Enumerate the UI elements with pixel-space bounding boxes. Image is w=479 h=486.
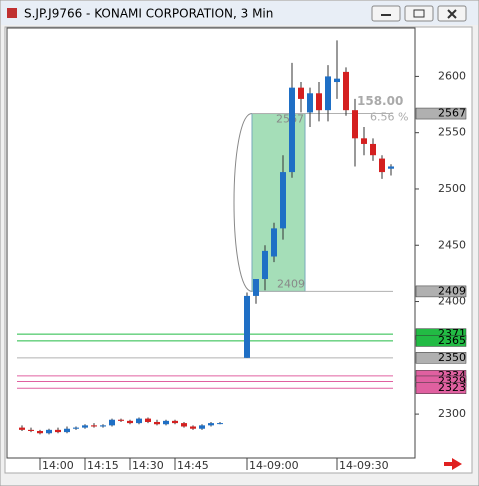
level-box	[415, 285, 467, 298]
candle-body	[298, 87, 304, 99]
maximize-button[interactable]	[404, 5, 434, 22]
y-tick-label: 2400	[438, 295, 466, 308]
measure-percent: 6.56 %	[370, 111, 408, 124]
level-label: 2350	[438, 351, 466, 364]
x-tick-label: 14:30	[132, 459, 164, 472]
candle-body	[208, 423, 214, 426]
y-tick-label: 2450	[438, 238, 466, 251]
candle-body	[136, 418, 142, 424]
candle-body	[262, 250, 268, 280]
candle-body	[37, 430, 43, 434]
candle-body	[352, 110, 358, 139]
level-box	[415, 352, 467, 364]
candle-body	[388, 166, 394, 169]
candle-body	[325, 76, 331, 111]
candle-body	[118, 419, 124, 421]
candle-body	[253, 279, 259, 296]
minimize-button[interactable]	[371, 5, 401, 22]
y-tick-label: 2600	[438, 69, 466, 82]
plot-frame	[6, 27, 416, 459]
x-tick-label: 14-09:30	[339, 459, 389, 472]
y-tick-label: 2300	[438, 407, 466, 420]
candle-body	[217, 423, 223, 425]
level-box	[415, 335, 467, 347]
candle-body	[172, 420, 178, 424]
candle-body	[64, 428, 70, 433]
candle-body	[19, 427, 25, 430]
scroll-arrow[interactable]	[444, 458, 462, 470]
measure-from-label: 2409	[277, 277, 305, 290]
candle-body	[82, 425, 88, 428]
measure-change: 158.00	[357, 94, 403, 108]
candle-body	[289, 87, 295, 173]
x-tick-label: 14:00	[42, 459, 74, 472]
candle-body	[190, 426, 196, 429]
window-title: S.JP.J9766 - KONAMI CORPORATION, 3 Min	[24, 7, 273, 21]
maximize-icon	[413, 9, 425, 18]
app-icon	[7, 8, 17, 18]
y-tick-label: 2550	[438, 126, 466, 139]
candle-body	[28, 429, 34, 431]
candle-body	[154, 421, 160, 425]
candle-body	[73, 427, 79, 429]
candle-body	[280, 172, 286, 229]
candle-body	[271, 228, 277, 257]
candle-body	[163, 420, 169, 425]
candle-body	[109, 419, 115, 426]
candle-body	[343, 71, 349, 111]
measure-box	[251, 113, 306, 292]
candle-body	[316, 93, 322, 111]
candle-body	[334, 78, 340, 83]
candle-body	[361, 138, 367, 144]
candle-body	[244, 295, 250, 358]
y-tick-label: 2500	[438, 182, 466, 195]
measure-bracket	[233, 113, 253, 292]
close-icon	[447, 9, 457, 19]
x-tick-label: 14:45	[177, 459, 209, 472]
level-label: 2365	[438, 334, 466, 347]
candle-body	[307, 93, 313, 113]
level-box	[415, 382, 467, 394]
level-label: 2567	[438, 107, 466, 120]
level-box	[415, 107, 467, 120]
candle-body	[370, 143, 376, 156]
level-label: 2323	[438, 381, 466, 394]
candle-body	[100, 425, 106, 427]
candle-body	[181, 423, 187, 427]
candle-body	[199, 425, 205, 429]
candle-body	[145, 418, 151, 422]
candle-body	[379, 158, 385, 173]
candle-body	[46, 429, 52, 434]
candle-body	[91, 425, 97, 427]
level-label: 2409	[438, 284, 466, 297]
x-tick-label: 14-09:00	[249, 459, 299, 472]
candle-body	[127, 420, 133, 424]
candle-body	[55, 429, 61, 433]
x-tick-label: 14:15	[87, 459, 119, 472]
